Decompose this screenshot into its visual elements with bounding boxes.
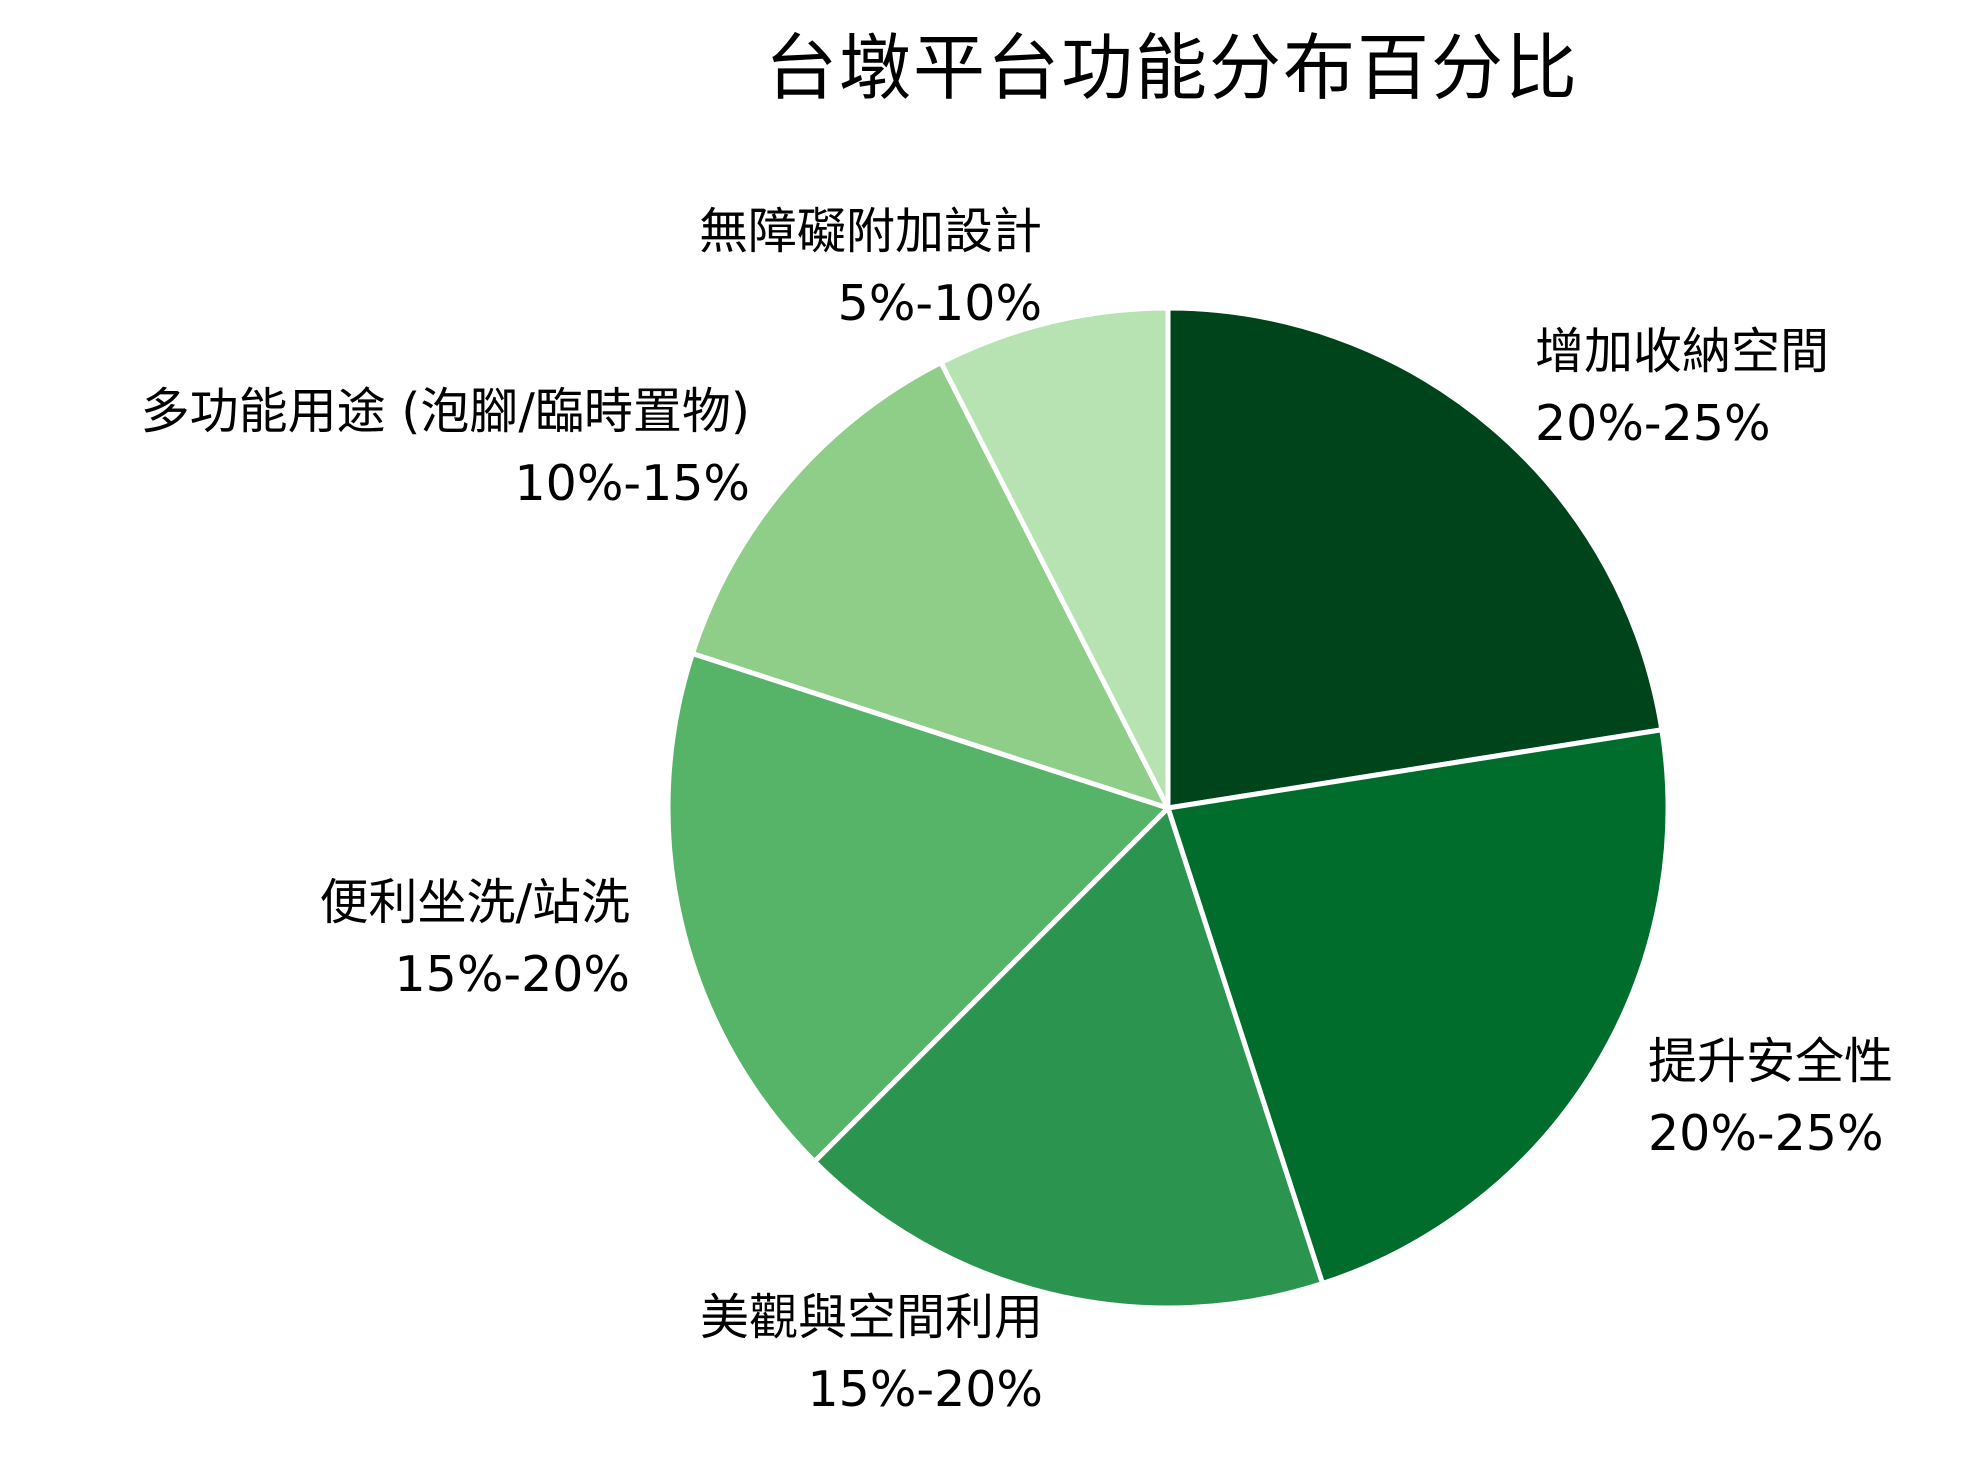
slice-accessibility	[938, 305, 1171, 811]
slice-label-aesthetics-range: 15%-20%	[807, 1361, 1043, 1418]
slice-label-storage-range: 20%-25%	[1535, 395, 1771, 452]
chart-title: 台墩平台功能分布百分比	[764, 26, 1579, 110]
slice-storage	[1165, 305, 1665, 811]
slice-label-multipurpose: 多功能用途 (泡腳/臨時置物) 10%-15%	[141, 376, 750, 520]
slice-aesthetics	[811, 805, 1326, 1311]
slice-label-safety: 提升安全性 20%-25%	[1648, 1026, 1893, 1170]
slice-label-washing-range: 15%-20%	[394, 946, 630, 1003]
slice-label-aesthetics-name: 美觀與空間利用	[699, 1289, 1043, 1346]
slice-multipurpose	[689, 360, 1171, 811]
slice-label-accessibility-name: 無障礙附加設計	[698, 203, 1042, 260]
slice-label-multipurpose-name: 多功能用途 (泡腳/臨時置物)	[140, 383, 750, 440]
slice-label-washing: 便利坐洗/站洗 15%-20%	[319, 867, 630, 1011]
slice-label-multipurpose-range: 10%-15%	[514, 455, 750, 512]
slice-label-storage-name: 增加收納空間	[1535, 323, 1830, 380]
slice-label-safety-range: 20%-25%	[1648, 1105, 1884, 1162]
slice-label-aesthetics: 美觀與空間利用 15%-20%	[700, 1282, 1043, 1426]
slice-label-washing-name: 便利坐洗/站洗	[319, 874, 630, 931]
slice-label-accessibility: 無障礙附加設計 5%-10%	[699, 196, 1042, 340]
slice-washing	[665, 650, 1171, 1165]
slice-safety	[1165, 727, 1671, 1287]
slice-label-accessibility-range: 5%-10%	[837, 275, 1042, 332]
slice-label-storage: 增加收納空間 20%-25%	[1535, 316, 1829, 460]
slice-label-safety-name: 提升安全性	[1648, 1033, 1894, 1090]
pie-slices	[665, 305, 1671, 1311]
